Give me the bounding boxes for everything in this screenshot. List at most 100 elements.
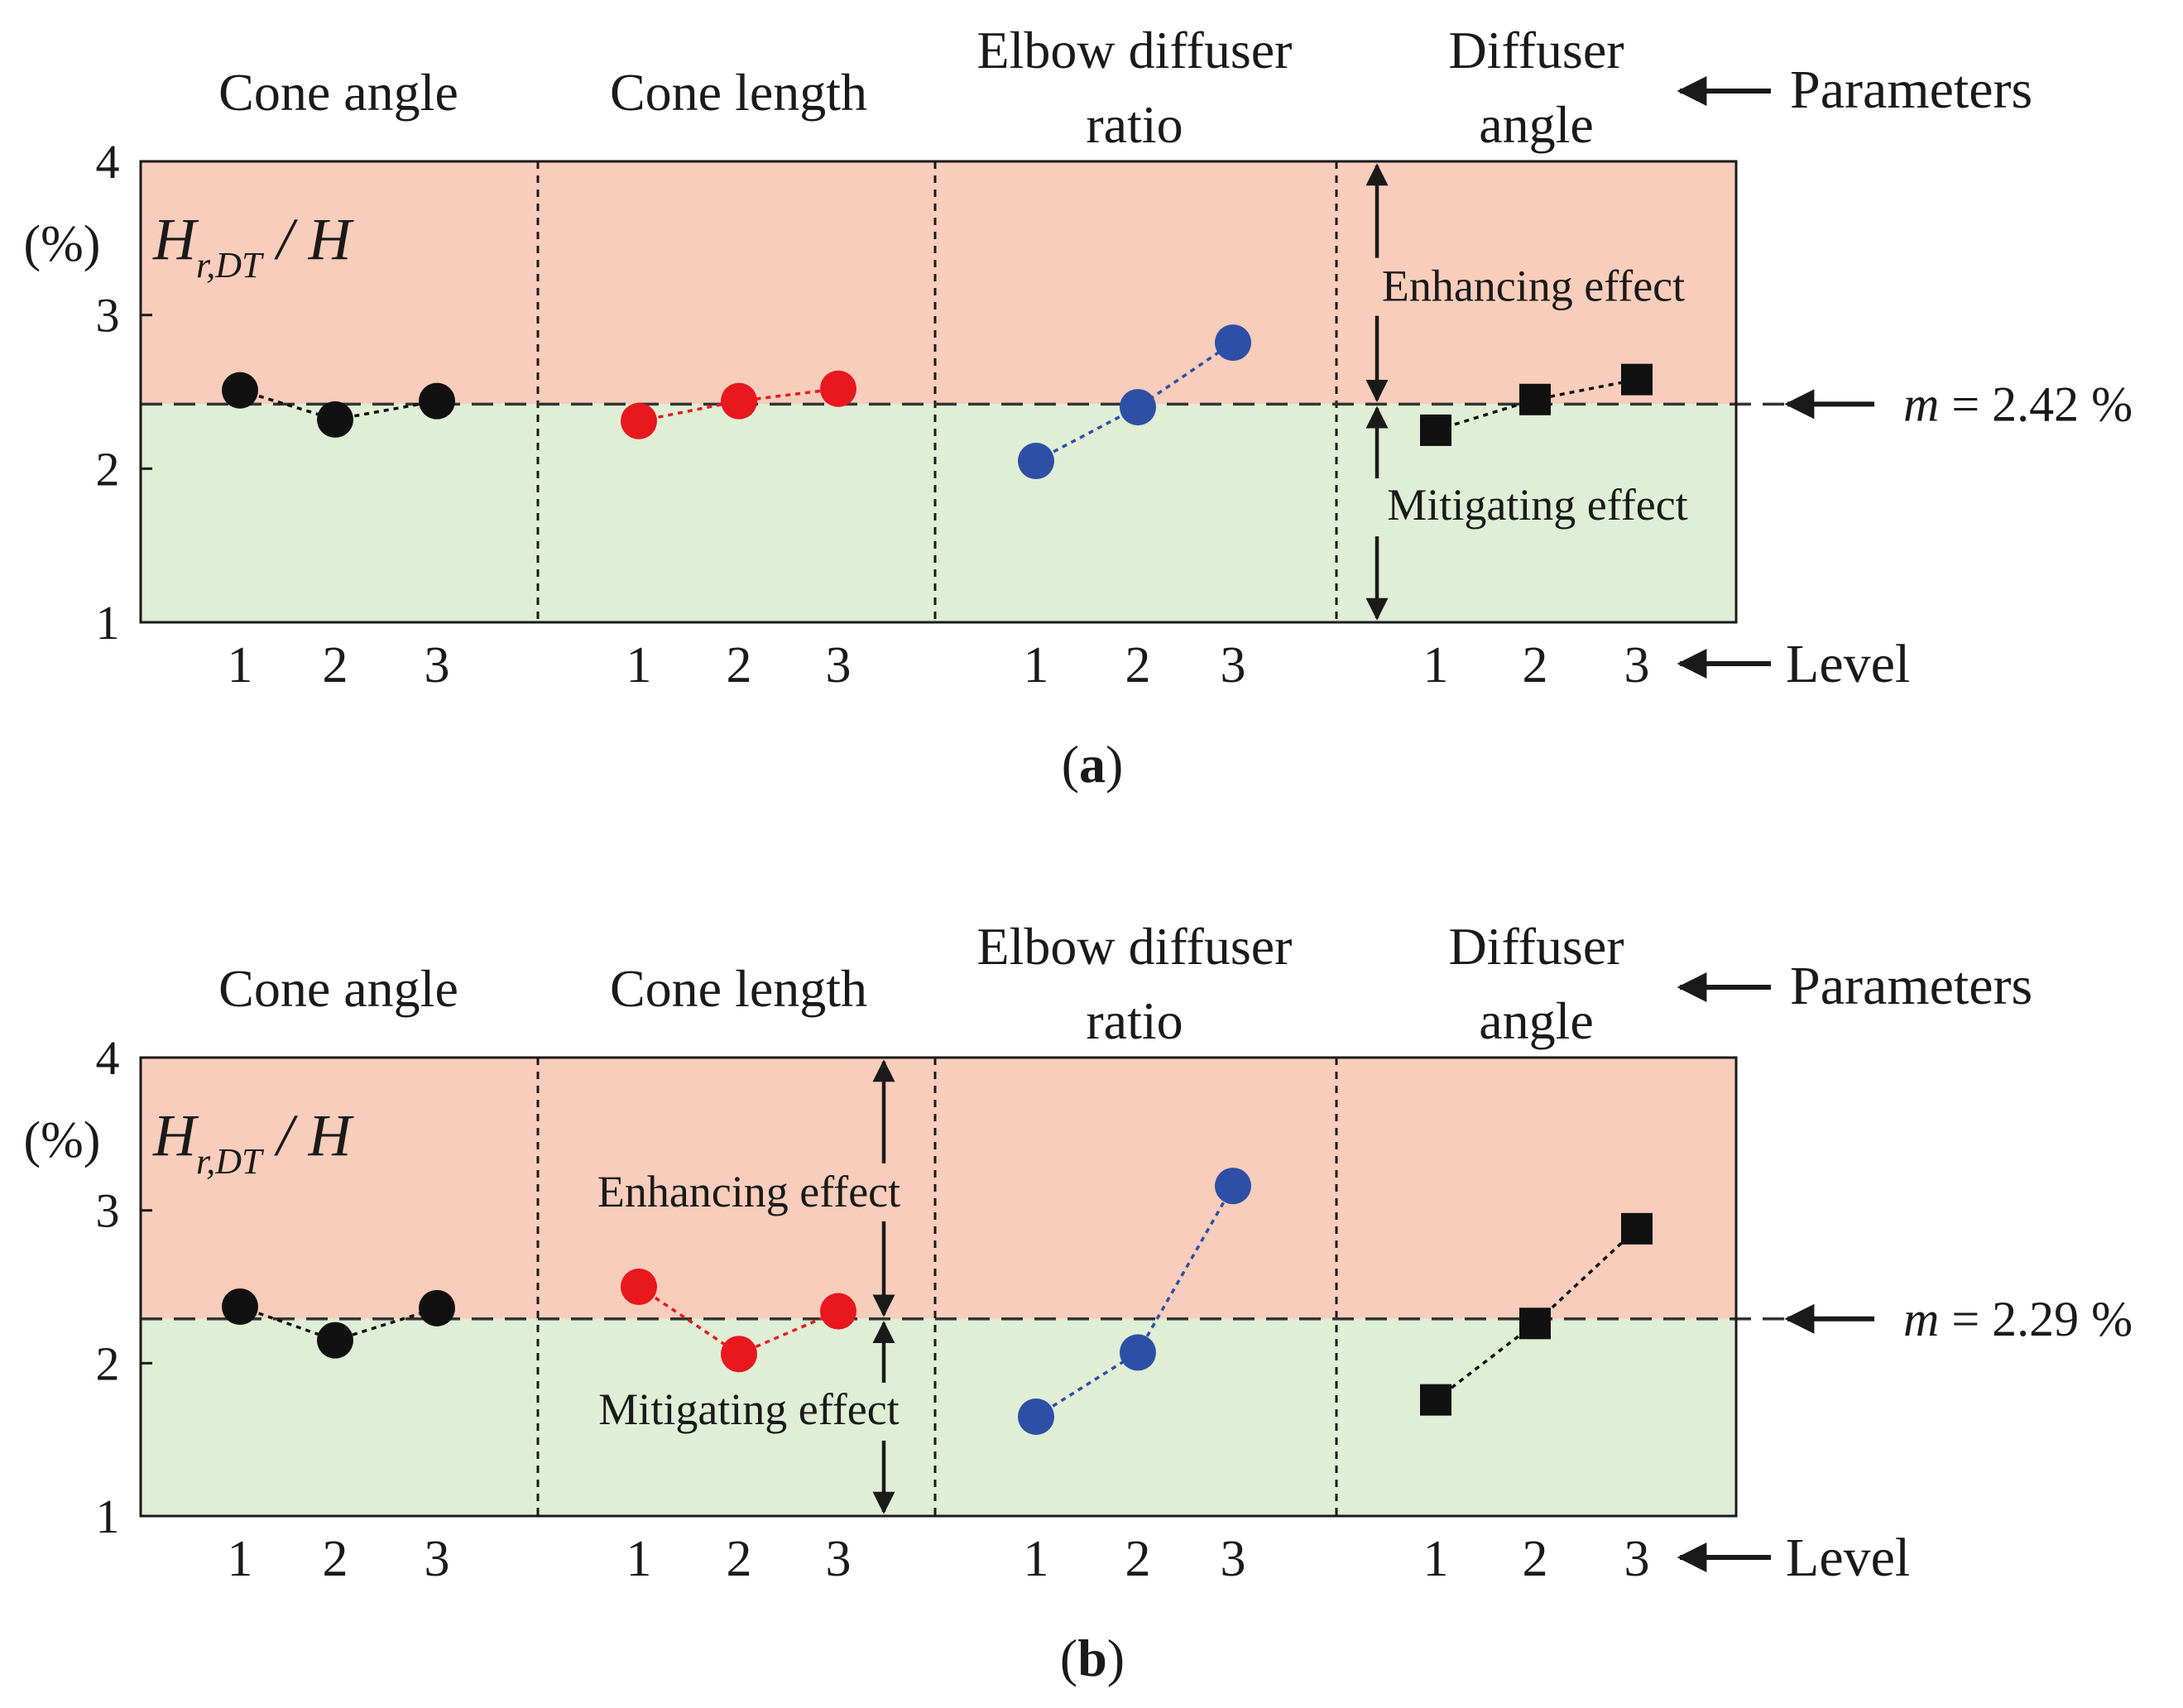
panel-label: (a): [1062, 735, 1124, 794]
data-point: [1215, 1168, 1251, 1205]
y-tick-label: 3: [96, 289, 120, 343]
group-title: Diffuser: [1448, 21, 1624, 79]
data-point: [820, 1293, 856, 1330]
group-title: angle: [1479, 991, 1594, 1050]
level-tick-label: 3: [1221, 1531, 1246, 1587]
level-tick-label: 3: [1624, 1531, 1650, 1587]
data-point: [1519, 383, 1551, 415]
plot-frame: [139, 160, 1738, 624]
level-tick-label: 2: [1523, 637, 1548, 693]
level-tick-label: 1: [228, 637, 253, 693]
data-point: [1120, 389, 1156, 426]
y-tick-label: 4: [96, 1031, 120, 1085]
level-tick-label: 2: [727, 1531, 752, 1587]
y-tick-label: 1: [96, 596, 120, 650]
group-title: Cone angle: [218, 63, 458, 122]
level-tick-label: 1: [626, 637, 652, 693]
effect-annotation: Enhancing effect Mitigating effect: [597, 1059, 900, 1514]
level-tick-label: 1: [1024, 637, 1049, 693]
data-point: [419, 382, 455, 420]
series-3: Elbow diffuser ratio 1 2 3: [977, 21, 1293, 693]
group-title: ratio: [1086, 95, 1183, 154]
effect-annotation: Enhancing effect Mitigating effect: [1365, 163, 1688, 621]
level-tick-label: 1: [1423, 1531, 1449, 1587]
level-tick-label: 2: [323, 637, 348, 693]
level-tick-label: 1: [626, 1531, 652, 1587]
group-title: Cone length: [610, 63, 867, 122]
series-line: [1434, 1227, 1638, 1402]
group-title: Diffuser: [1448, 917, 1624, 976]
level-tick-label: 3: [425, 1531, 450, 1587]
series-2: Cone length 1 2 3: [610, 959, 867, 1587]
level-label: Level: [1786, 634, 1910, 694]
parameters-label: Parameters: [1790, 60, 2032, 120]
series-1: Cone angle 1 2 3: [218, 959, 458, 1587]
data-point: [419, 1289, 455, 1327]
data-point: [317, 1322, 353, 1359]
data-point: [621, 402, 657, 439]
level-tick-label: 1: [228, 1531, 253, 1587]
mean-value-label: m = 2.29 %: [1903, 1292, 2133, 1346]
data-point: [1420, 414, 1451, 446]
data-point: [317, 401, 353, 438]
level-tick-label: 1: [1024, 1531, 1049, 1587]
data-point: [721, 1336, 757, 1373]
enhancing-effect-label: Enhancing effect: [597, 1167, 900, 1216]
level-tick-label: 3: [1221, 637, 1246, 693]
data-point: [1018, 1398, 1054, 1435]
series-2: Cone length 1 2 3: [610, 63, 867, 693]
y-tick-label: 3: [96, 1184, 120, 1238]
series-line: [1035, 341, 1234, 463]
level-tick-label: 3: [826, 1531, 852, 1587]
level-tick-label: 3: [1624, 637, 1650, 693]
y-axis-label: Hr,DT / H: [152, 206, 355, 285]
data-point: [1018, 443, 1054, 480]
level-tick-label: 1: [1423, 637, 1449, 693]
y-tick-label: 4: [96, 135, 120, 189]
data-point: [621, 1269, 657, 1305]
y-axis-label: Hr,DT / H: [152, 1102, 355, 1182]
group-title: ratio: [1086, 991, 1183, 1050]
series-1: Cone angle 1 2 3: [218, 63, 458, 693]
level-tick-label: 3: [425, 637, 450, 693]
group-title: Cone angle: [218, 959, 458, 1018]
level-label: Level: [1786, 1528, 1910, 1588]
level-tick-label: 3: [826, 637, 852, 693]
data-point: [1215, 324, 1251, 362]
y-tick-label: 2: [96, 442, 120, 496]
data-point: [1621, 1212, 1653, 1245]
enhancing-region: [141, 161, 1736, 405]
series-3: Elbow diffuser ratio 1 2 3: [977, 917, 1293, 1587]
mean-value-label: m = 2.42 %: [1903, 377, 2133, 431]
y-tick-label: 1: [96, 1490, 120, 1543]
plot-frame: [139, 1056, 1738, 1518]
level-tick-label: 2: [1125, 637, 1151, 693]
level-tick-label: 2: [727, 637, 752, 693]
y-tick-label: 2: [96, 1336, 120, 1390]
mitigating-region: [141, 404, 1736, 622]
data-point: [1120, 1334, 1156, 1371]
series-4: Diffuser angle 1 2 3: [1420, 21, 1653, 693]
mitigating-effect-label: Mitigating effect: [1387, 480, 1687, 530]
data-point: [1621, 363, 1653, 396]
panel-label: (b): [1060, 1629, 1125, 1687]
level-tick-label: 2: [1523, 1531, 1548, 1587]
level-tick-label: 2: [1125, 1531, 1151, 1587]
group-title: Cone length: [610, 959, 867, 1018]
data-point: [222, 1288, 258, 1326]
parameters-label: Parameters: [1790, 956, 2032, 1016]
data-point: [721, 382, 757, 420]
series-4: Diffuser angle 1 2 3: [1420, 917, 1653, 1587]
data-point: [1420, 1384, 1451, 1416]
group-title: Elbow diffuser: [977, 917, 1293, 976]
enhancing-effect-label: Enhancing effect: [1382, 261, 1685, 311]
group-title: angle: [1479, 95, 1594, 154]
data-point: [222, 372, 258, 409]
data-point: [1519, 1307, 1551, 1340]
group-title: Elbow diffuser: [977, 21, 1293, 79]
mitigating-region: [141, 1318, 1736, 1516]
y-unit-label: (%): [24, 216, 101, 272]
enhancing-region: [141, 1058, 1736, 1319]
